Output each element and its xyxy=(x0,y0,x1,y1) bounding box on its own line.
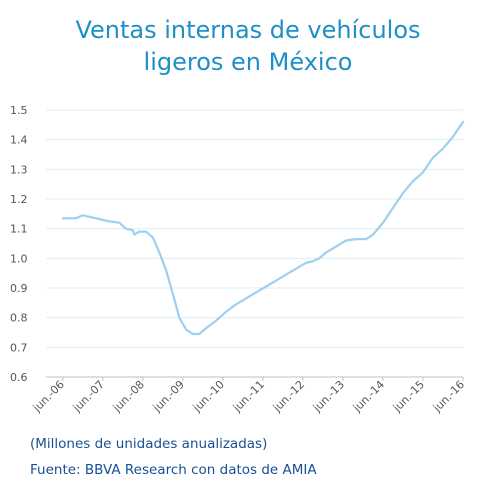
x-tick-label-5: jun.-11 xyxy=(230,378,267,415)
x-tick-label-8: jun.-14 xyxy=(350,378,387,415)
x-tick-label-10: jun.-16 xyxy=(430,378,467,415)
y-tick-label-4: 1.0 xyxy=(10,252,28,265)
y-tick-label-8: 1.4 xyxy=(10,134,28,147)
y-tick-label-5: 1.1 xyxy=(10,223,28,236)
chart-title: Ventas internas de vehículos ligeros en … xyxy=(0,14,496,78)
x-tick-label-0: jun.-06 xyxy=(30,378,67,415)
y-tick-label-9: 1.5 xyxy=(10,104,28,117)
source-note: Fuente: BBVA Research con datos de AMIA xyxy=(30,462,317,478)
x-tick-label-6: jun.-12 xyxy=(270,378,307,415)
units-note: (Millones de unidades anualizadas) xyxy=(30,436,268,452)
y-tick-label-3: 0.9 xyxy=(10,282,28,295)
y-tick-label-2: 0.8 xyxy=(10,312,28,325)
y-tick-label-7: 1.3 xyxy=(10,163,28,176)
chart-title-line-1: Ventas internas de vehículos xyxy=(75,16,421,44)
x-tick-label-2: jun.-08 xyxy=(110,378,147,415)
y-tick-label-6: 1.2 xyxy=(10,193,28,206)
x-tick-label-9: jun.-15 xyxy=(390,378,427,415)
series-line xyxy=(61,120,465,336)
x-tick-label-7: jun.-13 xyxy=(310,378,347,415)
x-tick-label-1: jun.-07 xyxy=(70,378,107,415)
y-tick-label-0: 0.6 xyxy=(10,371,28,384)
x-tick-label-4: jun.-10 xyxy=(190,378,227,415)
x-tick-label-3: jun.-09 xyxy=(150,378,187,415)
chart-title-line-2: ligeros en México xyxy=(143,48,353,76)
y-tick-label-1: 0.7 xyxy=(10,341,28,354)
